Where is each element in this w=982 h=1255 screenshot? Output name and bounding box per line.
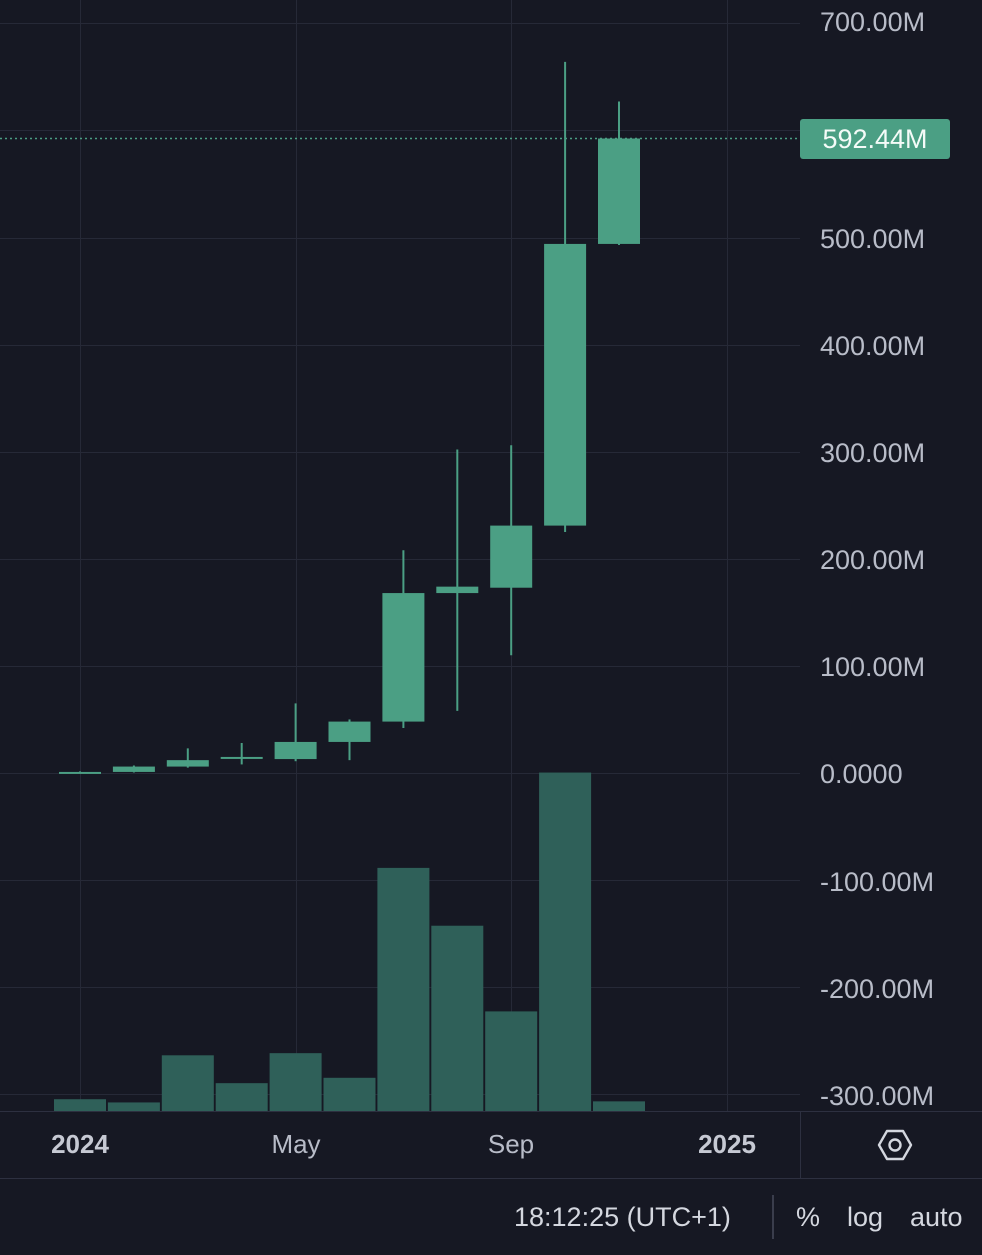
volume-bar [215,1083,268,1111]
volume-bar [485,1011,538,1111]
chart-canvas[interactable] [0,0,982,1111]
y-tick-label: 700.00M [820,7,926,37]
time-axis-border [0,1111,982,1112]
y-tick-label: -200.00M [820,974,935,1004]
volume-bar [269,1053,322,1111]
volume-bar [593,1101,645,1111]
status-divider [772,1195,774,1239]
auto-scale-toggle[interactable]: auto [910,1202,963,1232]
volume-bar [431,925,484,1111]
y-tick-label: 300.00M [820,438,926,468]
volume-bar [54,1099,106,1111]
candle-body [544,243,587,526]
log-scale-toggle[interactable]: log [847,1202,884,1232]
y-tick-label: 100.00M [820,652,926,682]
volume-bar [161,1055,214,1111]
y-tick-label: -300.00M [820,1081,935,1111]
gear-hexagon-icon [877,1129,913,1161]
y-tick-label: 500.00M [820,224,926,254]
x-tick-label: 2024 [51,1129,109,1159]
volume-bar [107,1102,160,1111]
volume-bar [323,1077,376,1111]
y-tick-label: 200.00M [820,545,926,575]
candle-body [598,138,640,244]
x-tick-label: May [271,1129,321,1159]
candle-body [112,766,155,772]
volume-bar [377,867,430,1111]
chart-settings-button[interactable] [877,1127,913,1163]
candle-body [166,760,209,767]
y-tick-label: -100.00M [820,867,935,897]
candle-body [328,721,371,742]
candle-body [274,741,317,760]
candles [59,61,640,774]
timezone-clock[interactable]: 18:12:25 (UTC+1) [514,1202,731,1232]
volume-bar [539,772,592,1111]
y-tick-label: 0.0000 [820,759,903,789]
candle-body [59,771,101,774]
price-axis-border [800,1111,801,1178]
candle-body [220,756,263,759]
last-price-badge: 592.44M [800,119,950,159]
candle-body [490,525,533,588]
status-bar: 18:12:25 (UTC+1) % log auto [0,1178,982,1255]
percent-scale-toggle[interactable]: % [796,1202,821,1232]
candle-body [382,593,425,722]
y-tick-label: 400.00M [820,331,926,361]
x-tick-label: 2025 [698,1129,756,1159]
volume-bars [54,772,645,1111]
x-tick-label: Sep [487,1129,535,1159]
candle-body [436,586,479,594]
